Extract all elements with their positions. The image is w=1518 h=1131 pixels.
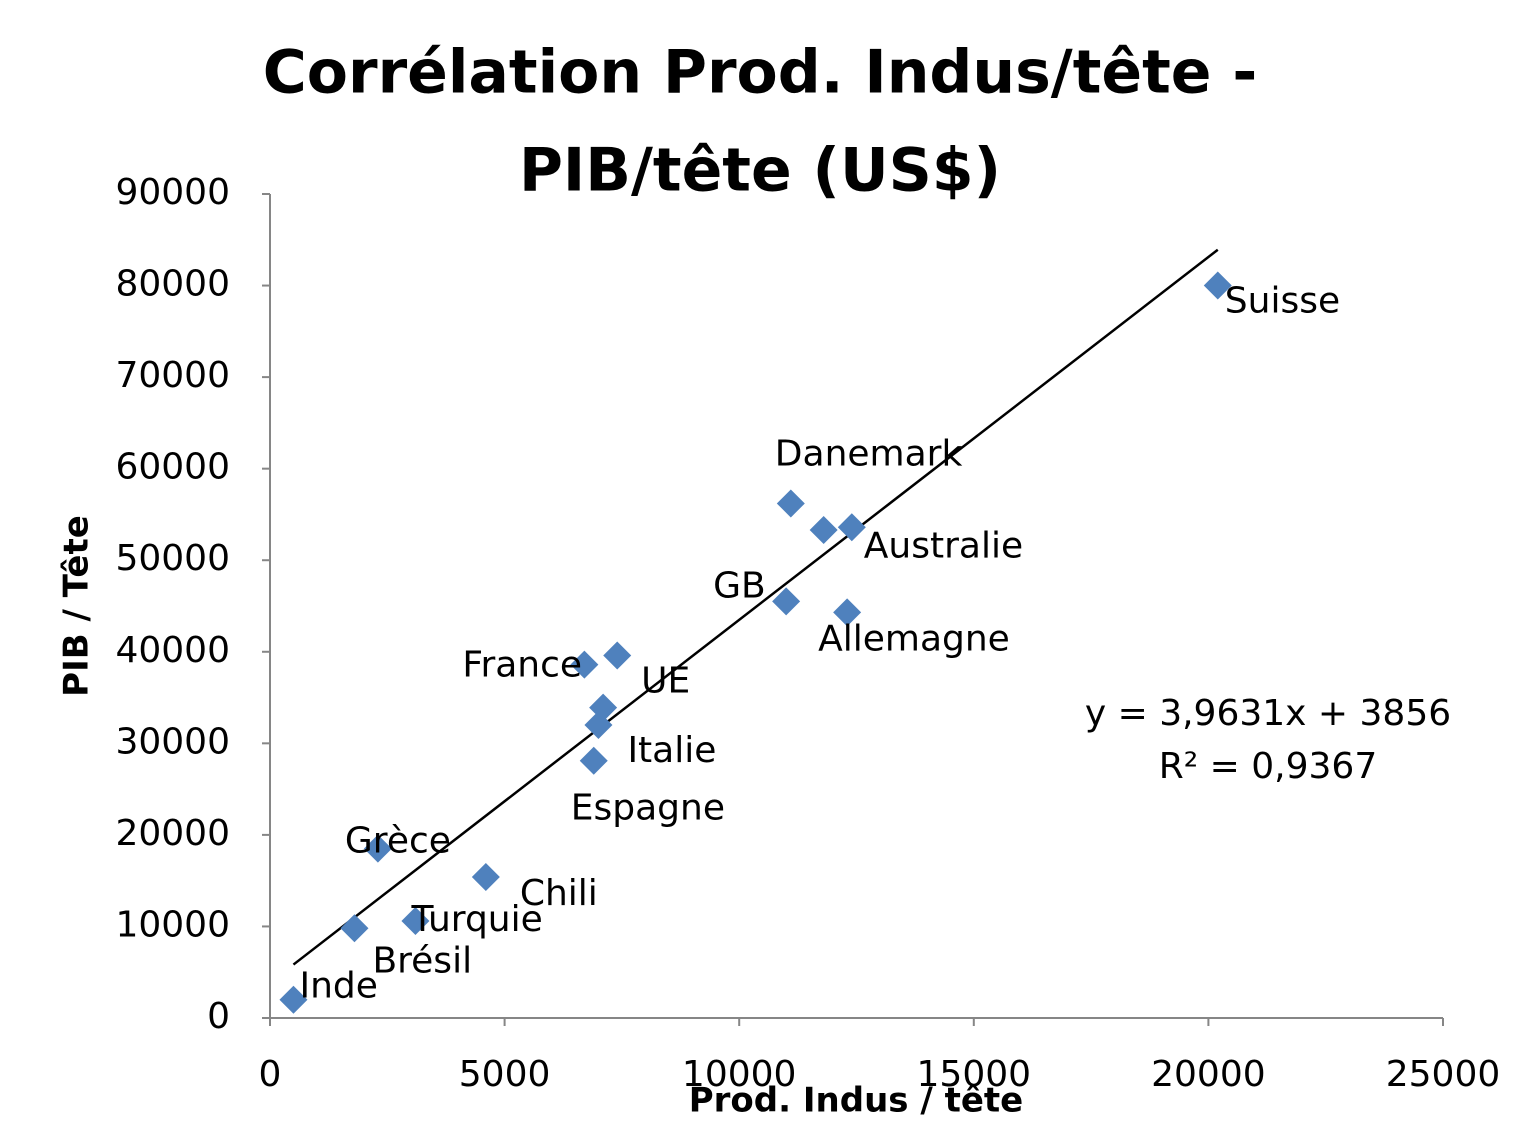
point-label: Allemagne: [818, 618, 1010, 659]
y-tick-label: 70000: [115, 355, 230, 396]
point: [809, 516, 838, 545]
point: [363, 834, 392, 863]
point: [401, 906, 430, 935]
y-tick-label: 40000: [115, 630, 230, 671]
x-tick-label: 20000: [1151, 1054, 1266, 1095]
point: [570, 650, 599, 679]
point-label: GB: [713, 565, 766, 606]
chart-title: PIB/tête (US$): [519, 136, 1001, 206]
point-label: Australie: [864, 525, 1023, 566]
x-tick-label: 5000: [459, 1054, 551, 1095]
point-label: Turquie: [410, 899, 542, 940]
y-axis-title: PIB / Tête: [57, 515, 97, 697]
point: [584, 711, 613, 740]
point-label: Chili: [520, 873, 598, 914]
y-tick-label: 50000: [115, 538, 230, 579]
point-label: Suisse: [1225, 281, 1340, 322]
trendline: [292, 248, 1219, 966]
point: [603, 641, 632, 670]
point: [340, 914, 369, 943]
x-axis-title: Prod. Indus / tête: [689, 1081, 1024, 1121]
y-tick-label: 90000: [115, 172, 230, 213]
point-label: Brésil: [372, 940, 472, 981]
chart-title: Corrélation Prod. Indus/tête -: [263, 38, 1258, 108]
trendline-r2: R² = 0,9367: [1159, 746, 1377, 787]
point-label: Inde: [299, 966, 377, 1007]
x-tick-label: 15000: [917, 1054, 1032, 1095]
y-tick-label: 60000: [115, 447, 230, 488]
point-label: Danemark: [775, 433, 963, 474]
point-label: Grèce: [345, 821, 451, 862]
point-label: Italie: [627, 730, 716, 771]
x-tick-label: 0: [259, 1054, 282, 1095]
y-tick-label: 30000: [115, 721, 230, 762]
trendline-equation: y = 3,9631x + 3856: [1085, 693, 1451, 734]
y-tick-label: 20000: [115, 813, 230, 854]
y-tick-label: 10000: [115, 904, 230, 945]
y-tick-label: 80000: [115, 264, 230, 305]
point: [279, 985, 308, 1014]
point: [837, 513, 866, 542]
x-tick-label: 10000: [682, 1054, 797, 1095]
point: [471, 863, 500, 892]
point: [776, 489, 805, 518]
point: [833, 598, 862, 627]
point-label: Espagne: [571, 788, 725, 829]
point: [579, 746, 608, 775]
point-label: UE: [641, 661, 690, 702]
x-tick-label: 25000: [1386, 1054, 1501, 1095]
point: [1203, 271, 1232, 300]
point: [772, 587, 801, 616]
y-tick-label: 0: [207, 996, 230, 1037]
point-label: France: [462, 645, 582, 686]
